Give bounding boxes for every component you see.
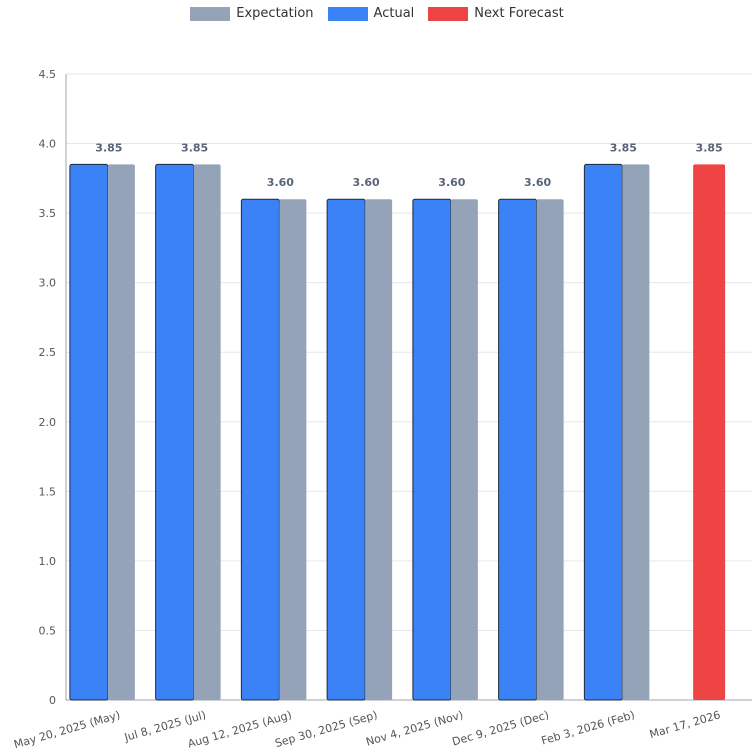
bar-expectation-3[interactable]	[365, 199, 393, 700]
bar-expectation-4[interactable]	[450, 199, 478, 700]
y-tick-label-3: 1.5	[39, 485, 57, 498]
bar-expectation-5[interactable]	[536, 199, 564, 700]
legend-label-actual: Actual	[373, 6, 415, 21]
y-tick-label-4: 2.0	[39, 416, 57, 429]
data-label-5: 3.60	[524, 176, 551, 189]
legend-label-next-forecast: Next Forecast	[474, 6, 564, 21]
data-label-0: 3.85	[95, 141, 122, 154]
chart-legend: Expectation Actual Next Forecast	[0, 6, 754, 21]
bar-expectation-0[interactable]	[107, 164, 135, 700]
bar-next-forecast-7[interactable]	[693, 164, 726, 700]
bars	[69, 163, 726, 701]
bar-actual-3[interactable]	[326, 198, 366, 701]
data-label-2: 3.60	[267, 176, 294, 189]
bar-actual-5[interactable]	[498, 198, 538, 701]
legend-item-next-forecast[interactable]: Next Forecast	[428, 6, 564, 21]
data-label-4: 3.60	[438, 176, 465, 189]
x-tick-label-5: Dec 9, 2025 (Dec)	[451, 708, 551, 748]
bar-actual-1[interactable]	[155, 163, 195, 701]
data-label-1: 3.85	[181, 141, 208, 154]
data-label-7: 3.85	[696, 141, 723, 154]
data-label-6: 3.85	[610, 141, 637, 154]
y-tick-label-8: 4.0	[39, 138, 57, 151]
legend-swatch-actual	[327, 6, 368, 21]
legend-swatch-next-forecast	[428, 6, 469, 21]
x-tick-label-0: May 20, 2025 (May)	[12, 708, 121, 751]
legend-label-expectation: Expectation	[236, 6, 314, 21]
y-tick-label-9: 4.5	[39, 68, 57, 81]
x-tick-label-7: Mar 17, 2026	[648, 708, 722, 741]
y-tick-label-1: 0.5	[39, 624, 57, 637]
x-tick-label-4: Nov 4, 2025 (Nov)	[365, 708, 465, 748]
bar-actual-4[interactable]	[412, 198, 452, 701]
y-tick-label-7: 3.5	[39, 207, 57, 220]
bar-expectation-1[interactable]	[193, 164, 221, 700]
legend-swatch-expectation	[190, 6, 231, 21]
y-tick-label-6: 3.0	[39, 277, 57, 290]
x-tick-label-6: Feb 3, 2026 (Feb)	[540, 708, 636, 747]
bar-actual-6[interactable]	[583, 163, 623, 701]
bar-expectation-2[interactable]	[279, 199, 307, 700]
data-label-3: 3.60	[353, 176, 380, 189]
legend-item-actual[interactable]: Actual	[327, 6, 415, 21]
y-tick-label-2: 1.0	[39, 555, 57, 568]
legend-item-expectation[interactable]: Expectation	[190, 6, 314, 21]
y-tick-label-0: 0	[49, 694, 56, 707]
y-tick-label-5: 2.5	[39, 346, 57, 359]
bar-actual-0[interactable]	[69, 163, 109, 701]
bar-expectation-6[interactable]	[622, 164, 650, 700]
bar-actual-2[interactable]	[240, 198, 280, 701]
